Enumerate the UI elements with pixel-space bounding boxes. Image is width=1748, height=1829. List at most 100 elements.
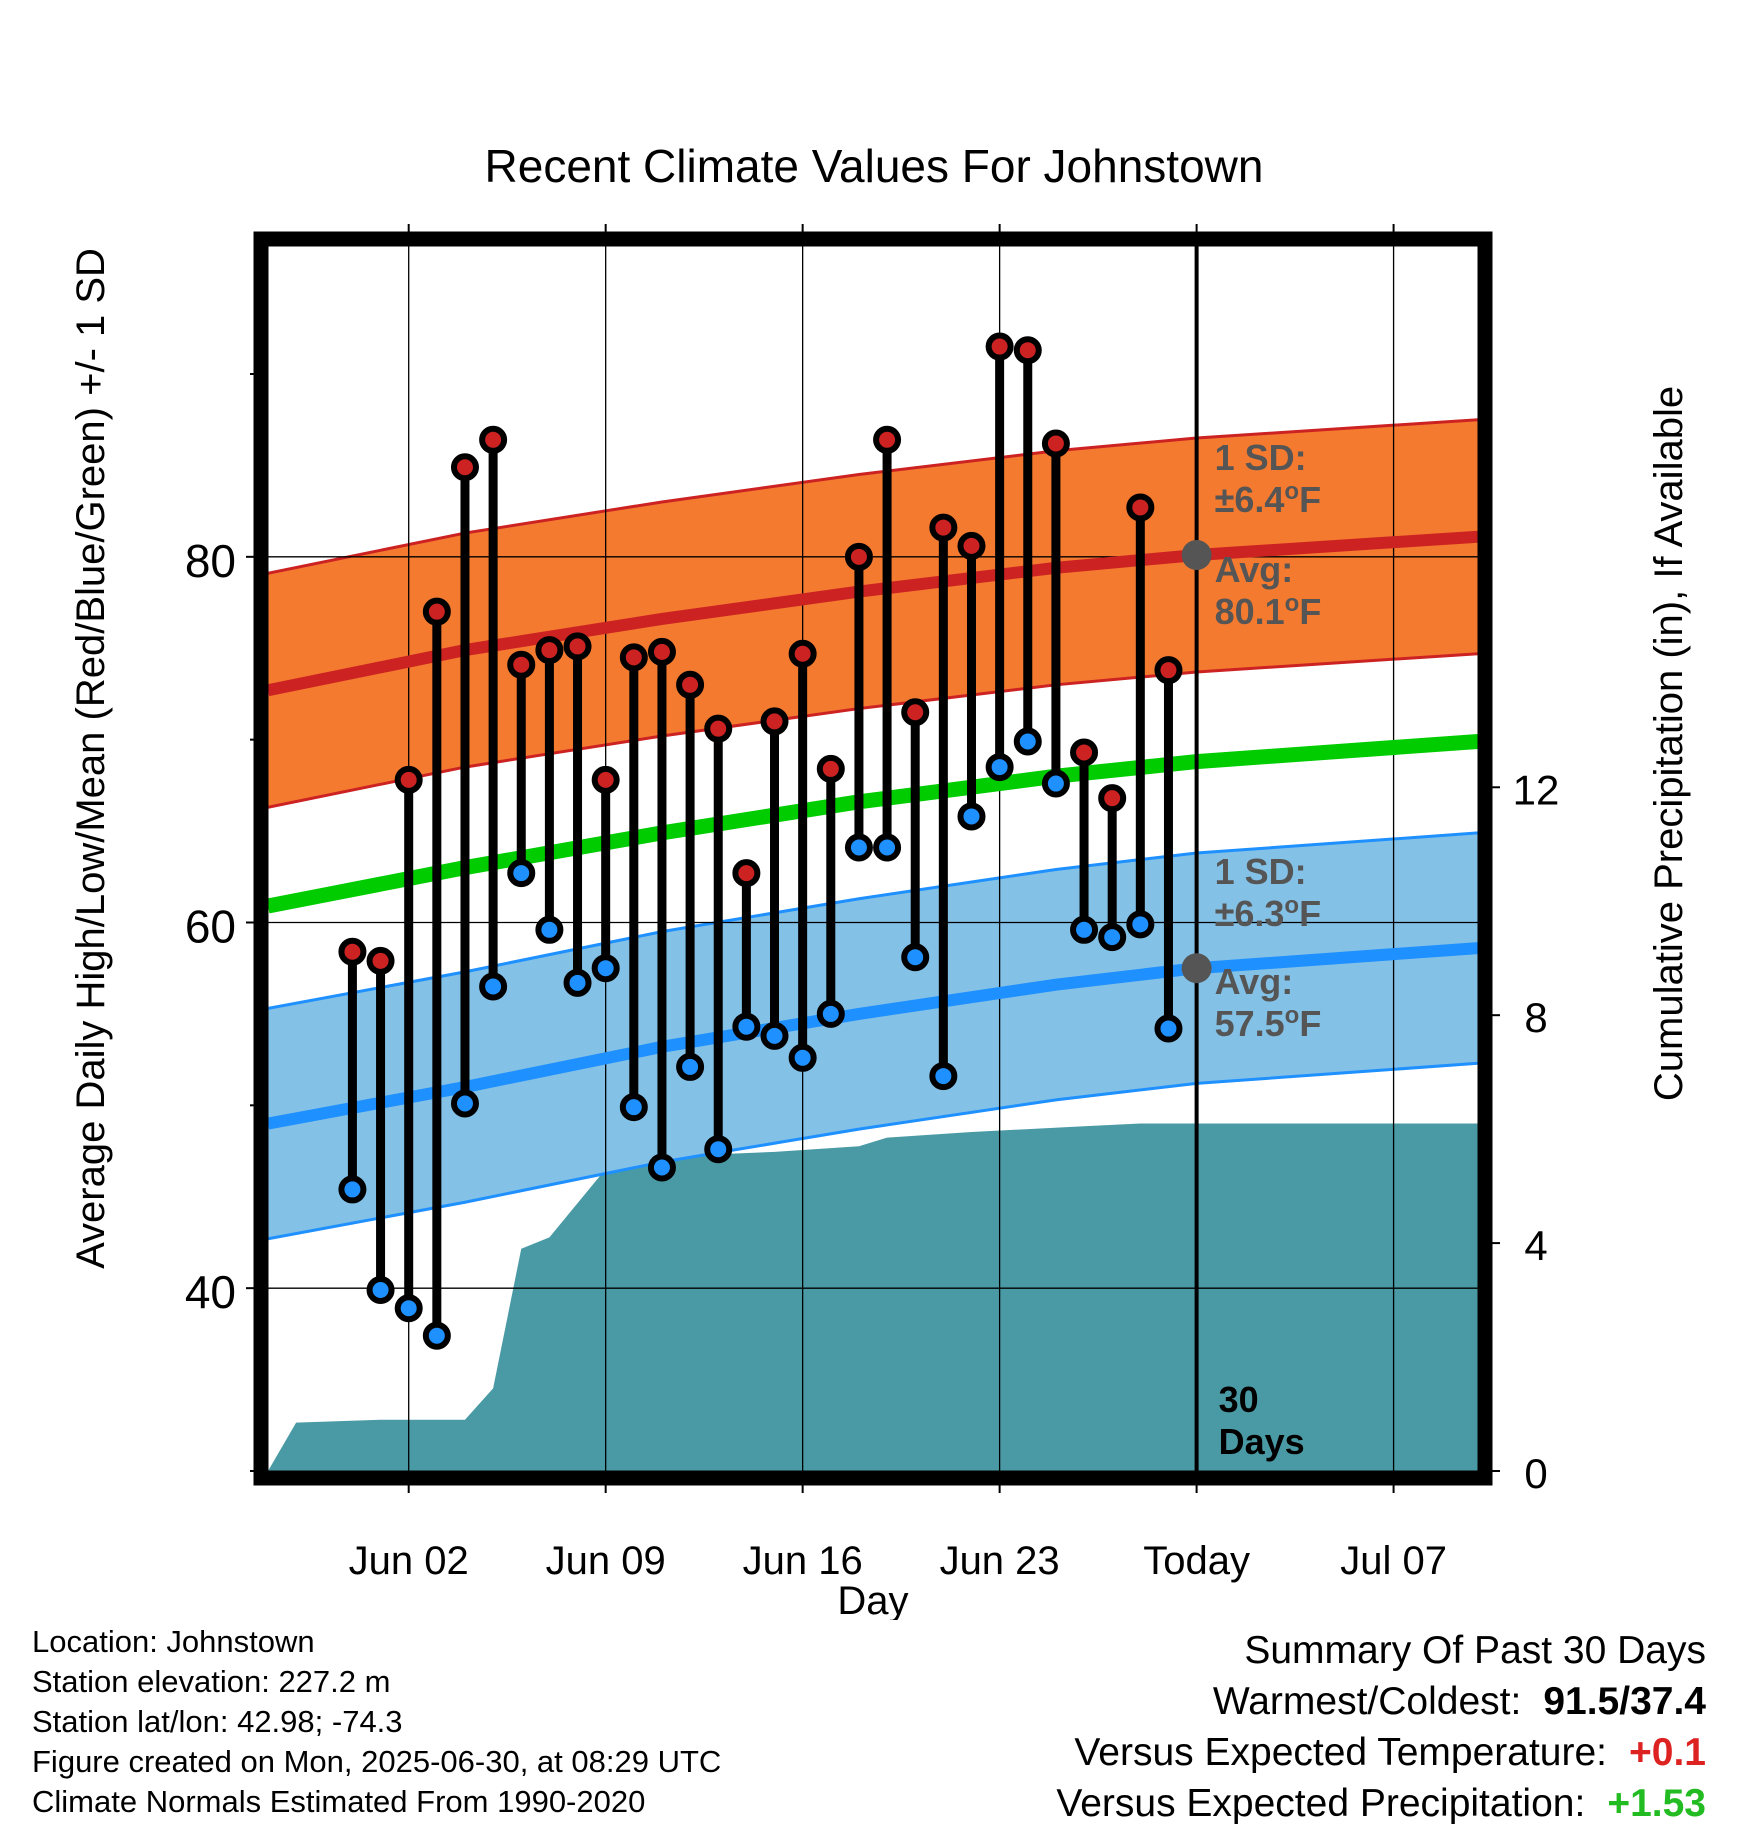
- daily-low-point: [1098, 923, 1127, 952]
- daily-high-point: [591, 765, 620, 794]
- daily-low-point: [394, 1294, 423, 1323]
- temp-delta-row: Versus Expected Temperature: +0.1: [1056, 1727, 1706, 1778]
- plot-frame: [253, 231, 1493, 1486]
- low-sd-label-line2: ±6.3oF: [1215, 892, 1321, 935]
- y-left-tick-label: 60: [185, 900, 236, 952]
- x-tick-label: Jul 07: [1340, 1539, 1447, 1583]
- daily-high-point: [394, 765, 423, 794]
- daily-high-point: [816, 754, 845, 783]
- daily-low-point: [366, 1275, 395, 1304]
- window-label-line2: Days: [1219, 1421, 1305, 1462]
- daily-low-point: [704, 1135, 733, 1164]
- precip-delta-value: +1.53: [1607, 1782, 1706, 1825]
- x-tick-label: Jun 16: [743, 1539, 863, 1583]
- y-right-tick-label: 4: [1524, 1222, 1547, 1269]
- low-avg-label-line2: 57.5oF: [1215, 1002, 1322, 1045]
- precip-delta-row: Versus Expected Precipitation: +1.53: [1056, 1778, 1706, 1829]
- daily-low-point: [1013, 727, 1042, 756]
- created-text: Figure created on Mon, 2025-06-30, at 08…: [32, 1744, 722, 1779]
- daily-low-point: [507, 859, 536, 888]
- x-tick-label: Jun 23: [940, 1539, 1060, 1583]
- daily-high-point: [844, 542, 873, 571]
- daily-high-point: [535, 636, 564, 665]
- x-tick-label: Jun 02: [349, 1539, 469, 1583]
- daily-high-point: [1070, 738, 1099, 767]
- daily-low-point: [535, 915, 564, 944]
- x-tick-label: Today: [1143, 1539, 1250, 1583]
- y-right-tick-label: 12: [1513, 766, 1560, 813]
- daily-high-point: [788, 639, 817, 668]
- daily-high-point: [1041, 429, 1070, 458]
- x-tick-label: Jun 09: [546, 1539, 666, 1583]
- daily-high-point: [422, 597, 451, 626]
- precip-area: [268, 1123, 1478, 1471]
- daily-low-point: [929, 1062, 958, 1091]
- station-info: Location: Johnstown Station elevation: 2…: [32, 1622, 721, 1822]
- daily-low-point: [873, 833, 902, 862]
- daily-high-point: [704, 714, 733, 743]
- daily-high-point: [901, 698, 930, 727]
- daily-low-point: [1070, 915, 1099, 944]
- y-left-axis-title: Average Daily High/Low/Mean (Red/Blue/Gr…: [69, 248, 113, 1269]
- temp-delta-label: Versus Expected Temperature:: [1074, 1731, 1607, 1774]
- low-sd-band: [268, 832, 1478, 1239]
- y-right-tick-label: 8: [1524, 994, 1547, 1041]
- daily-high-point: [760, 707, 789, 736]
- daily-low-point: [788, 1043, 817, 1072]
- daily-high-point: [619, 643, 648, 672]
- daily-high-point: [929, 513, 958, 542]
- daily-high-point: [338, 937, 367, 966]
- daily-high-point: [1126, 493, 1155, 522]
- location-text: Location: Johnstown: [32, 1624, 315, 1659]
- climate-chart: Recent Climate Values For Johnstown 1 SD…: [69, 140, 1691, 1620]
- daily-high-point: [1154, 656, 1183, 685]
- daily-low-point: [676, 1052, 705, 1081]
- warm-cold-value: 91.5/37.4: [1543, 1680, 1706, 1723]
- daily-low-point: [957, 802, 986, 831]
- daily-high-point: [647, 637, 676, 666]
- y-right-tick-label: 0: [1524, 1450, 1547, 1497]
- daily-high-point: [732, 859, 761, 888]
- daily-high-point: [873, 425, 902, 454]
- daily-high-point: [676, 670, 705, 699]
- daily-low-point: [563, 968, 592, 997]
- daily-low-point: [619, 1093, 648, 1122]
- y-left-tick-label: 40: [185, 1266, 236, 1318]
- daily-low-point: [450, 1089, 479, 1118]
- high-sd-label-line2: ±6.4oF: [1215, 478, 1321, 521]
- daily-high-point: [1098, 784, 1127, 813]
- today-low-avg-marker: [1181, 953, 1212, 984]
- daily-low-point: [1126, 910, 1155, 939]
- summary-heading: Summary Of Past 30 Days: [1244, 1629, 1706, 1672]
- daily-high-point: [366, 946, 395, 975]
- daily-low-point: [760, 1021, 789, 1050]
- low-avg-label-line1: Avg:: [1215, 961, 1294, 1002]
- window-label-line1: 30: [1219, 1379, 1259, 1420]
- precip-delta-label: Versus Expected Precipitation:: [1056, 1782, 1586, 1825]
- daily-high-point: [450, 453, 479, 482]
- chart-title: Recent Climate Values For Johnstown: [485, 140, 1264, 192]
- today-high-avg-marker: [1181, 539, 1212, 570]
- summary-panel: Summary Of Past 30 Days Warmest/Coldest:…: [1056, 1625, 1706, 1829]
- daily-low-point: [985, 753, 1014, 782]
- daily-high-point: [985, 332, 1014, 361]
- latlon-text: Station lat/lon: 42.98; -74.3: [32, 1704, 403, 1739]
- high-avg-label-line2: 80.1oF: [1215, 590, 1322, 633]
- warm-cold-row: Warmest/Coldest: 91.5/37.4: [1056, 1676, 1706, 1727]
- normals-text: Climate Normals Estimated From 1990-2020: [32, 1784, 646, 1819]
- daily-low-point: [816, 999, 845, 1028]
- temp-delta-value: +0.1: [1629, 1731, 1706, 1774]
- daily-low-point: [1154, 1014, 1183, 1043]
- daily-high-point: [563, 632, 592, 661]
- daily-low-point: [1041, 769, 1070, 798]
- daily-low-point: [479, 972, 508, 1001]
- daily-low-point: [647, 1153, 676, 1182]
- daily-low-point: [591, 954, 620, 983]
- daily-high-point: [507, 650, 536, 679]
- elevation-text: Station elevation: 227.2 m: [32, 1664, 391, 1699]
- low-sd-label-line1: 1 SD:: [1215, 851, 1307, 892]
- high-avg-label-line1: Avg:: [1215, 549, 1294, 590]
- daily-high-point: [957, 531, 986, 560]
- y-left-tick-label: 80: [185, 535, 236, 587]
